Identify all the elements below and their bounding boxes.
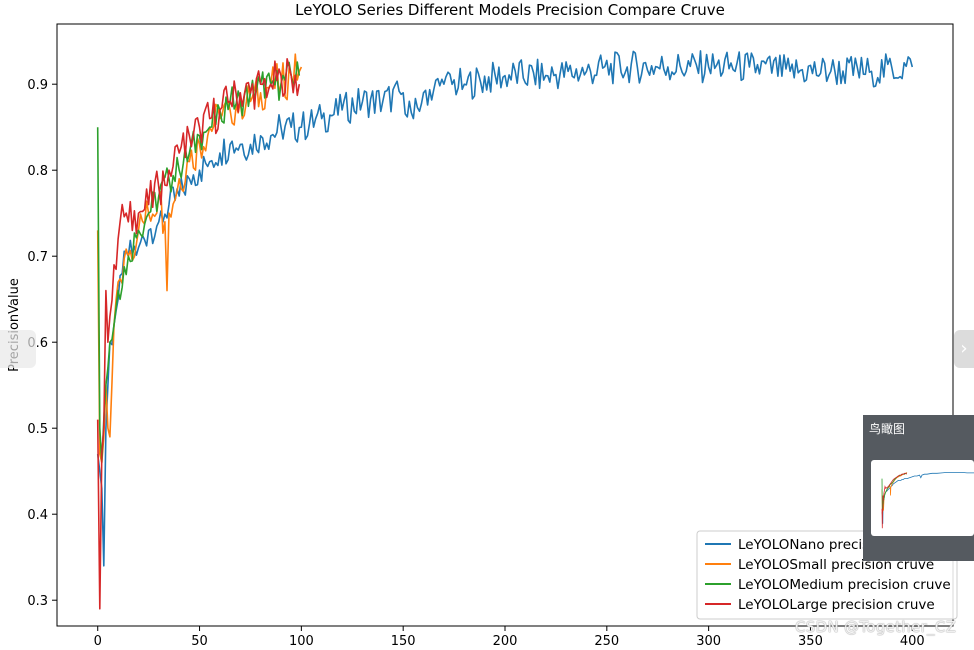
series-line-1 [96, 50, 914, 567]
right-expand-button[interactable]: › [954, 330, 974, 368]
x-tick-label: 50 [191, 634, 208, 646]
series-line-4 [96, 57, 301, 610]
y-tick-label: 0.7 [27, 250, 48, 265]
x-tick-label: 100 [289, 634, 314, 646]
series-line-2 [96, 53, 303, 464]
overview-title: 鸟瞰图 [869, 422, 906, 436]
x-tick-label: 350 [798, 634, 823, 646]
y-tick-label: 0.3 [27, 594, 48, 609]
legend-entry-2: LeYOLOSmall precision cruve [738, 557, 934, 573]
y-tick-label: 0.9 [27, 78, 48, 93]
chart-title: LeYOLO Series Different Models Precision… [295, 1, 725, 19]
legend-entry-4: LeYOLOLarge precision cruve [738, 597, 935, 613]
plot-area: 0 50 100 150 200 250 300 350 4000.30.40.50.60.70… [27, 23, 958, 649]
x-tick-label: 300 [696, 634, 721, 646]
x-tick-label: 250 [594, 634, 619, 646]
x-tick-label: 0 [94, 634, 102, 646]
left-scroll-button[interactable] [0, 330, 36, 368]
thumbnail-series-1 [881, 471, 974, 524]
overview-thumbnail-chart [881, 471, 974, 529]
x-tick-label: 200 [493, 634, 518, 646]
thumbnail-series-4 [881, 472, 908, 529]
x-tick-label: 400 [900, 634, 925, 646]
y-tick-label: 0.5 [27, 422, 48, 437]
y-tick-label: 0.8 [27, 164, 48, 179]
legend-entry-3: LeYOLOMedium precision cruve [738, 577, 951, 593]
x-tick-label: 150 [391, 634, 416, 646]
chevron-right-icon: › [960, 338, 968, 359]
watermark-text: CSDN @Together_CZ [795, 618, 957, 636]
overview-panel[interactable]: 鸟瞰图 [863, 415, 974, 561]
overview-thumbnail[interactable] [871, 460, 974, 536]
y-tick-label: 0.4 [27, 508, 48, 523]
